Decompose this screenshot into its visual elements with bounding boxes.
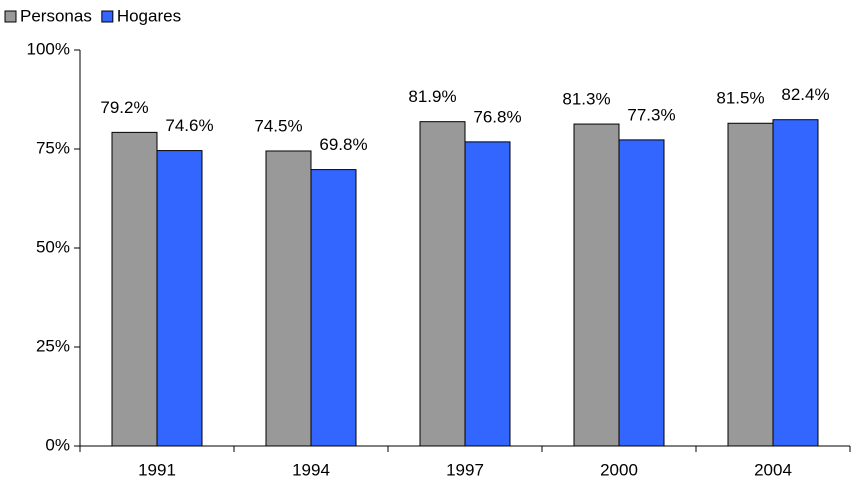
value-label: 74.6%	[165, 116, 213, 135]
value-label: 77.3%	[627, 105, 675, 124]
bar	[464, 141, 511, 447]
y-tick-label: 50%	[36, 237, 70, 256]
legend-swatch	[4, 10, 17, 23]
legend-label: Hogares	[117, 6, 181, 25]
bar	[573, 123, 620, 447]
bar	[111, 131, 158, 447]
bar	[772, 119, 819, 447]
value-label: 69.8%	[319, 135, 367, 154]
x-tick-label: 1994	[292, 460, 330, 479]
legend-swatch	[101, 10, 114, 23]
x-tick-label: 2004	[754, 460, 792, 479]
bar	[618, 139, 665, 447]
value-label: 81.3%	[562, 90, 610, 109]
value-label: 81.5%	[716, 89, 764, 108]
bar	[419, 121, 466, 447]
y-tick-label: 75%	[36, 138, 70, 157]
y-tick-label: 100%	[27, 39, 70, 58]
value-label: 82.4%	[781, 85, 829, 104]
bar	[156, 150, 203, 447]
value-label: 81.9%	[408, 87, 456, 106]
value-label: 76.8%	[473, 107, 521, 126]
legend-label: Personas	[20, 6, 92, 25]
y-tick-label: 25%	[36, 336, 70, 355]
x-tick-label: 2000	[600, 460, 638, 479]
x-tick-label: 1991	[138, 460, 176, 479]
x-tick-label: 1997	[446, 460, 484, 479]
bar	[265, 150, 312, 447]
bar	[310, 169, 357, 447]
bar	[727, 122, 774, 447]
value-label: 79.2%	[100, 98, 148, 117]
y-tick-label: 0%	[45, 435, 70, 454]
value-label: 74.5%	[254, 116, 302, 135]
